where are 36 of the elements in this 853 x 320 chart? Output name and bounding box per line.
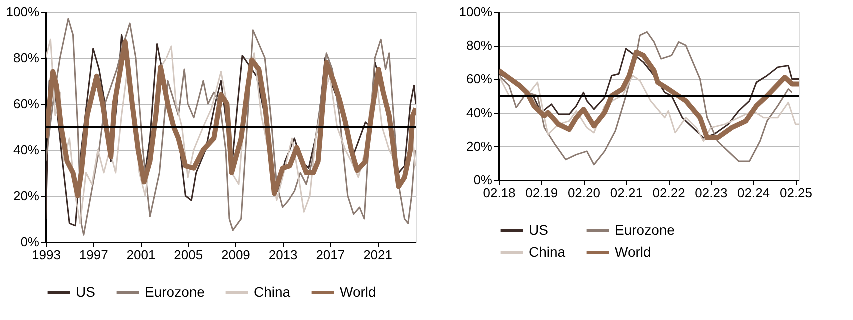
y-tick-label: 80% [13,50,40,66]
y-tick-label: 60% [466,72,493,87]
x-tick-label: 2013 [268,248,298,262]
x-tick-label: 2001 [126,248,156,262]
x-tick-label: 2021 [364,248,392,262]
x-tick-label: 02.22 [652,186,686,200]
x-tick-label: 02.20 [568,186,600,200]
y-tick-label: 0% [20,234,40,250]
y-tick-label: 20% [466,138,493,154]
legend-label: Eurozone [145,284,206,300]
x-tick-label: 02.25 [780,186,813,200]
y-tick-label: 20% [13,188,40,204]
x-tick-label: 02.19 [526,186,558,200]
legend-label: China [254,284,291,300]
legend-label: Eurozone [615,222,676,238]
x-tick-label: 2005 [174,248,204,262]
y-tick-label: 0% [474,172,493,188]
y-tick-label: 100% [6,4,40,20]
x-tick-label: 1993 [32,248,61,262]
x-tick-label: 1997 [79,248,108,262]
legend-label: World [340,284,376,300]
legend-label: World [615,244,652,260]
legend-label: US [76,284,96,300]
x-tick-label: 02.18 [483,186,516,200]
y-tick-label: 60% [13,96,40,112]
y-tick-label: 80% [466,38,493,54]
legend-label: China [529,244,566,260]
y-tick-label: 40% [13,142,40,158]
legend-label: US [529,222,548,238]
y-tick-label: 100% [459,4,493,20]
x-tick-label: 02.23 [695,186,728,200]
x-tick-label: 02.24 [738,186,770,200]
x-tick-label: 2009 [221,248,250,262]
y-tick-label: 40% [466,105,493,120]
x-tick-label: 2017 [316,248,346,262]
x-tick-label: 02.21 [610,186,643,200]
